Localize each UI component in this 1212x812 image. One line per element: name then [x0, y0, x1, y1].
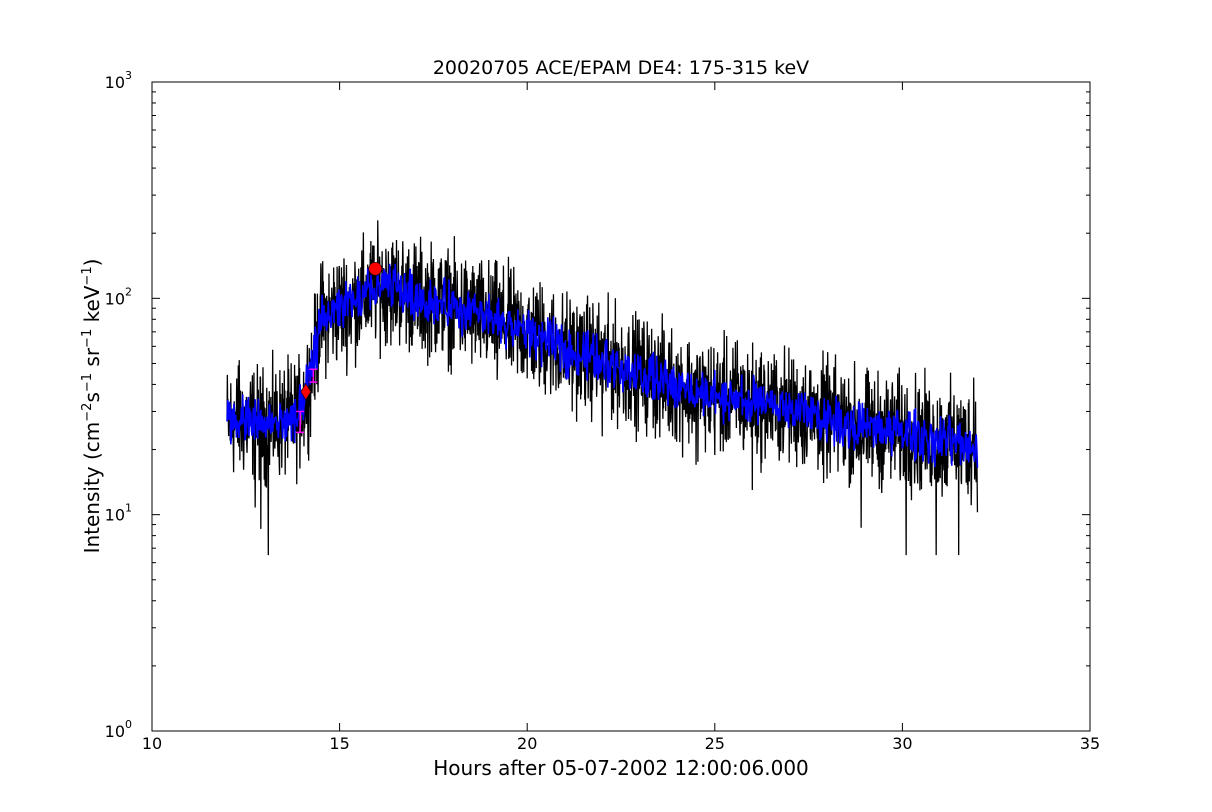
x-tick-label: 35 [1080, 734, 1100, 753]
plot-content [226, 220, 979, 556]
y-tick-label: 100 [105, 718, 132, 741]
axis-ticks: 10 15 20 25 30 35 100 101 102 103 [105, 69, 1101, 753]
peak-marker-circle [368, 261, 383, 276]
x-tick-label: 10 [142, 734, 162, 753]
chart-title: 20020705 ACE/EPAM DE4: 175-315 keV [433, 57, 809, 79]
y-axis-label: Intensity (cm−2s−1 sr−1 keV−1) [80, 259, 104, 554]
y-tick-label: 102 [105, 285, 132, 308]
series-smoothed-line [226, 263, 979, 468]
x-tick-label: 20 [517, 734, 537, 753]
x-tick-label: 15 [329, 734, 349, 753]
x-axis-label: Hours after 05-07-2002 12:00:06.000 [433, 756, 809, 780]
onset-marker-diamond [300, 383, 312, 401]
y-tick-label: 103 [105, 69, 132, 92]
plot-frame [151, 81, 1091, 732]
x-tick-label: 30 [892, 734, 912, 753]
x-tick-label: 25 [705, 734, 725, 753]
y-tick-label: 101 [105, 502, 132, 525]
